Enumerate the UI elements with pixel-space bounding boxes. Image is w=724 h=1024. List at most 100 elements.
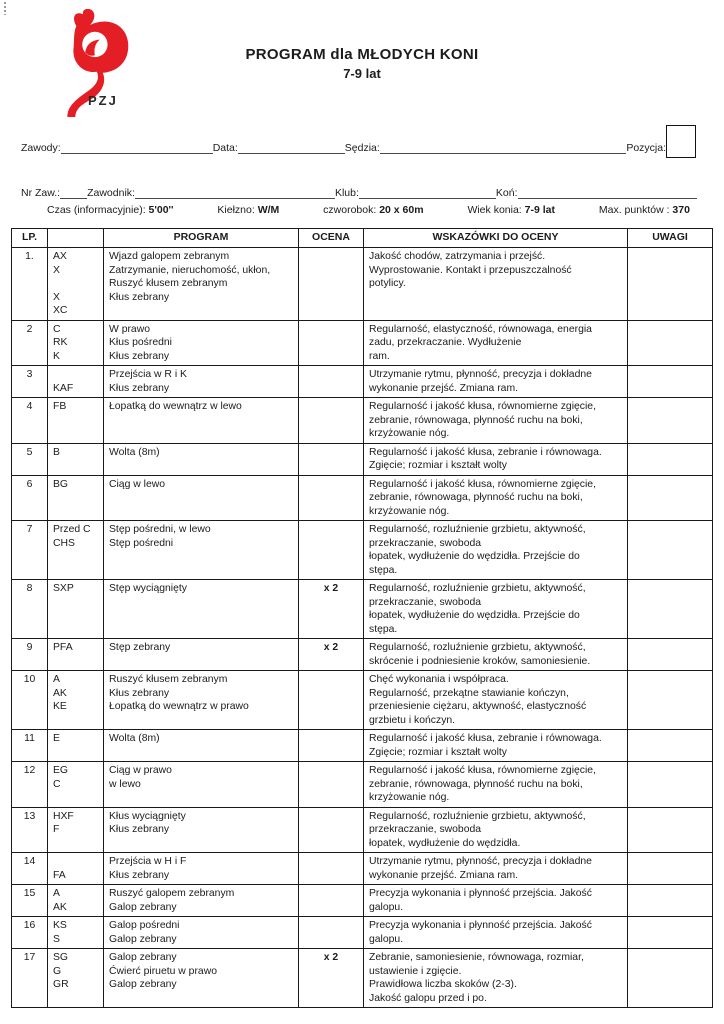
table-row: 17 SG G GR Galop zebrany Ćwierć piruetu w pra…: [11, 948, 713, 1008]
wskazowki-cell: Zebranie, samoniesienie, równowaga, rozm…: [363, 948, 628, 1008]
table-row: 8 SXP Stęp wyciągnięty x 2 Regularność, rozl…: [11, 579, 713, 639]
program-table: LP. PROGRAM OCENA WSKAZÓWKI DO OCENY UWA…: [11, 228, 713, 1008]
zawodnik-field: [134, 186, 335, 199]
header-wskazowki: WSKAZÓWKI DO OCENY: [363, 228, 628, 248]
page-corner-mark: [4, 2, 6, 15]
ocena-cell: [298, 761, 364, 808]
letters-cell: EG C: [47, 761, 104, 808]
lp-cell: 9: [11, 638, 48, 671]
header-ocena: OCENA: [298, 228, 364, 248]
wskazowki-cell: Regularność, rozluźnienie grzbietu, akty…: [363, 638, 628, 671]
info-kielzno: Kiełzno: W/M: [217, 204, 279, 216]
table-row: 4 FB Łopatką do wewnątrz w lewo Regularność…: [11, 397, 713, 444]
table-row: 11 E Wolta (8m) Regularność i jakość kłusa,…: [11, 729, 713, 762]
kon-field: [517, 186, 697, 199]
info-czas: Czas (informacyjnie): 5'00'': [47, 204, 174, 216]
program-cell: Stęp zebrany: [103, 638, 299, 671]
wskazowki-cell: Precyzja wykonania i płynność przejścia.…: [363, 884, 628, 917]
info-czworobok-label: czworobok:: [323, 204, 377, 216]
ocena-cell: [298, 365, 364, 398]
ocena-cell: [298, 670, 364, 730]
program-cell: Kłus wyciągnięty Kłus zebrany: [103, 806, 299, 853]
program-cell: Wjazd galopem zebranym Zatrzymanie, nieru…: [103, 247, 299, 321]
letters-cell: C RK K: [47, 319, 104, 366]
ocena-cell: [298, 520, 364, 580]
letters-cell: BG: [47, 474, 104, 521]
wskazowki-cell: Regularność, rozluźnienie grzbietu, akty…: [363, 579, 628, 639]
letters-cell: A AK: [47, 884, 104, 917]
lp-cell: 2: [11, 319, 48, 366]
header-letters: [47, 228, 104, 248]
letters-cell: KS S: [47, 916, 104, 949]
letters-cell: E: [47, 729, 104, 762]
lp-cell: 11: [11, 729, 48, 762]
uwagi-cell: [627, 579, 713, 639]
uwagi-cell: [627, 916, 713, 949]
pzj-logo-text: PZJ: [88, 93, 118, 108]
table-row: 14 FA Przejścia w H i F Kłus zebrany Utrzym…: [11, 852, 713, 885]
info-czworobok-value: 20 x 60m: [379, 204, 424, 216]
page-subtitle: 7-9 lat: [343, 66, 381, 81]
lp-cell: 1.: [11, 247, 48, 321]
table-row: 16 KS S Galop pośredni Galop zebrany Precyzja…: [11, 916, 713, 949]
lp-cell: 12: [11, 761, 48, 808]
form-line-2: Nr Zaw.: Zawodnik: Klub: Koń:: [21, 184, 697, 199]
lp-cell: 14: [11, 852, 48, 885]
uwagi-cell: [627, 948, 713, 1008]
letters-cell: B: [47, 442, 104, 476]
nr-zaw-field: [60, 186, 88, 199]
program-cell: Łopatką do wewnątrz w lewo: [103, 397, 299, 444]
uwagi-cell: [627, 474, 713, 521]
lp-cell: 13: [11, 806, 48, 853]
uwagi-cell: [627, 729, 713, 762]
lp-cell: 10: [11, 670, 48, 730]
info-kielzno-label: Kiełzno:: [217, 204, 255, 216]
letters-cell: HXF F: [47, 806, 104, 853]
program-cell: Galop zebrany Ćwierć piruetu w prawo Galop…: [103, 948, 299, 1008]
uwagi-cell: [627, 638, 713, 671]
zawody-field: [60, 141, 213, 154]
ocena-cell: x 2: [298, 579, 364, 639]
form-line-1: Zawody: Data: Sędzia: Pozycja:: [21, 139, 666, 154]
table-header-row: LP. PROGRAM OCENA WSKAZÓWKI DO OCENY UWA…: [11, 228, 713, 248]
wskazowki-cell: Utrzymanie rytmu, płynność, precyzja i d…: [363, 852, 628, 885]
program-cell: Stęp wyciągnięty: [103, 579, 299, 639]
info-wiek-value: 7-9 lat: [524, 204, 555, 216]
uwagi-cell: [627, 442, 713, 476]
kon-label: Koń:: [495, 187, 518, 199]
letters-cell: FB: [47, 397, 104, 444]
lp-cell: 8: [11, 579, 48, 639]
data-label: Data:: [212, 142, 238, 154]
ocena-cell: [298, 806, 364, 853]
uwagi-cell: [627, 806, 713, 853]
wskazowki-cell: Regularność i jakość kłusa, zebranie i r…: [363, 442, 628, 476]
pzj-logo-icon: [67, 9, 129, 117]
info-kielzno-value: W/M: [257, 204, 280, 216]
info-czas-label: Czas (informacyjnie):: [47, 204, 146, 216]
letters-cell: KAF: [47, 365, 104, 398]
klub-label: Klub:: [334, 187, 359, 199]
lp-cell: 3: [11, 365, 48, 398]
ocena-cell: [298, 247, 364, 321]
letters-cell: Przed C CHS: [47, 520, 104, 580]
info-wiek: Wiek konia: 7-9 lat: [467, 204, 555, 216]
ocena-cell: [298, 474, 364, 521]
pozycja-label: Pozycja:: [626, 142, 666, 154]
sedzia-field: [379, 141, 627, 154]
program-cell: Wolta (8m): [103, 729, 299, 762]
ocena-cell: x 2: [298, 948, 364, 1008]
program-cell: Stęp pośredni, w lewo Stęp pośredni: [103, 520, 299, 580]
table-row: 2 C RK K W prawo Kłus pośredni Kłus zebrany Reg…: [11, 319, 713, 366]
wskazowki-cell: Precyzja wykonania i płynność przejścia.…: [363, 916, 628, 949]
lp-cell: 6: [11, 474, 48, 521]
wskazowki-cell: Utrzymanie rytmu, płynność, precyzja i d…: [363, 365, 628, 398]
wskazowki-cell: Regularność, rozluźnienie grzbietu, akty…: [363, 520, 628, 580]
program-cell: Ruszyć kłusem zebranym Kłus zebrany Łopatk…: [103, 670, 299, 730]
ocena-cell: [298, 397, 364, 444]
uwagi-cell: [627, 670, 713, 730]
lp-cell: 4: [11, 397, 48, 444]
wskazowki-cell: Jakość chodów, zatrzymania i przejść. Wyp…: [363, 247, 628, 321]
program-cell: Przejścia w H i F Kłus zebrany: [103, 852, 299, 885]
header-uwagi: UWAGI: [627, 228, 713, 248]
